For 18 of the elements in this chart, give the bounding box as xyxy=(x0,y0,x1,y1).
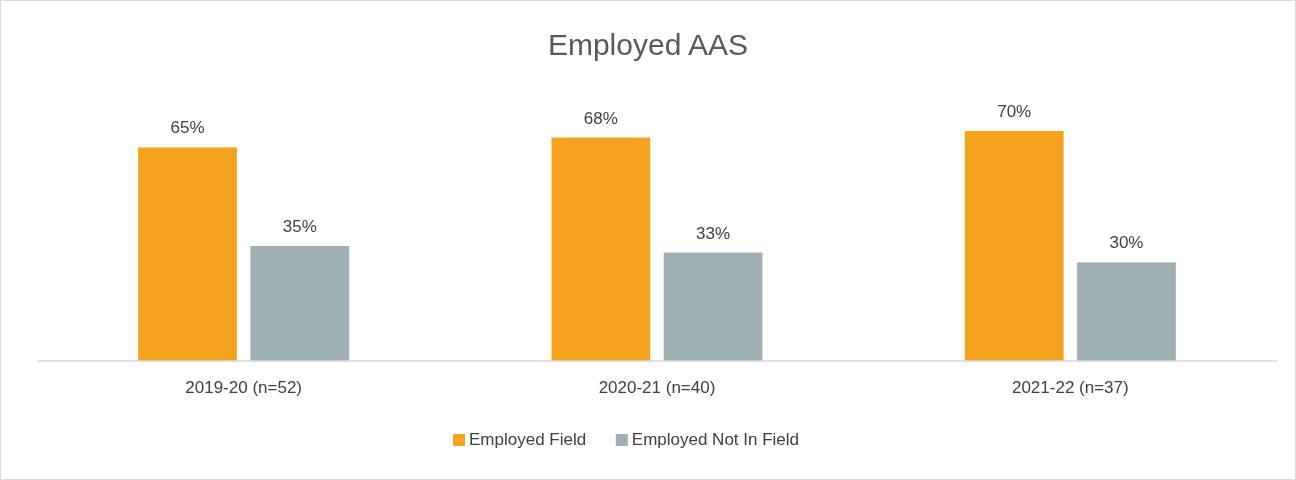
bar xyxy=(1077,262,1176,361)
x-tick-label: 2019-20 (n=52) xyxy=(185,378,303,397)
data-label: 30% xyxy=(1109,233,1144,253)
data-label: 65% xyxy=(170,118,205,138)
data-label: 68% xyxy=(583,108,618,128)
data-label: 35% xyxy=(282,217,317,236)
data-label: 70% xyxy=(997,102,1032,121)
bar xyxy=(663,252,763,361)
data-label: 33% xyxy=(696,223,731,243)
legend-label: Employed Not In Field xyxy=(631,430,800,449)
chart-title: Employed AAS xyxy=(547,28,749,61)
bar xyxy=(138,147,237,361)
x-tick-label: 2020-21 (n=40) xyxy=(598,378,716,397)
bar xyxy=(964,131,1064,361)
x-tick-label: 2021-22 (n=37) xyxy=(1011,378,1129,397)
bar xyxy=(551,137,651,361)
bar xyxy=(250,246,350,361)
legend-label: Employed Field xyxy=(469,430,587,449)
